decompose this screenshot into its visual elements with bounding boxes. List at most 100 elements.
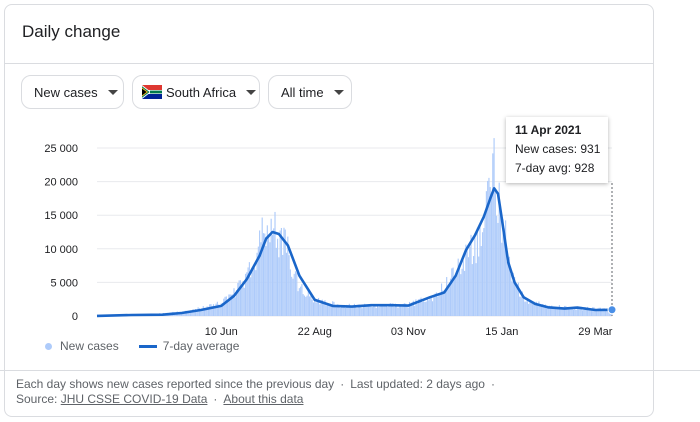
new-cases-bar	[601, 310, 603, 316]
new-cases-bar	[434, 293, 436, 316]
country-dropdown[interactable]: South Africa	[132, 75, 260, 109]
new-cases-bar	[261, 217, 263, 316]
new-cases-bar	[423, 301, 425, 316]
new-cases-bar	[415, 299, 417, 316]
new-cases-bar	[234, 297, 236, 316]
chevron-down-icon	[107, 89, 118, 95]
new-cases-bar	[232, 294, 234, 316]
new-cases-bar	[297, 291, 299, 316]
new-cases-bar	[256, 252, 258, 316]
new-cases-bar	[195, 308, 197, 316]
new-cases-bar	[387, 307, 389, 316]
new-cases-bar	[303, 295, 306, 316]
new-cases-bar	[405, 303, 407, 316]
new-cases-bar	[451, 268, 453, 316]
new-cases-bar	[260, 242, 262, 316]
new-cases-bar	[342, 305, 344, 316]
new-cases-bar	[448, 284, 450, 316]
new-cases-bar	[433, 296, 435, 316]
new-cases-bar	[553, 308, 555, 316]
new-cases-bar	[183, 312, 185, 316]
new-cases-bar	[266, 225, 268, 316]
new-cases-bar	[375, 308, 377, 316]
new-cases-bar	[595, 310, 598, 316]
x-tick-label: 10 Jun	[205, 326, 238, 338]
new-cases-bar	[496, 215, 498, 316]
new-cases-bar	[528, 303, 530, 316]
new-cases-bar	[203, 307, 206, 316]
new-cases-bar	[569, 306, 571, 316]
legend-line-swatch	[138, 344, 157, 348]
new-cases-bar	[376, 305, 379, 316]
new-cases-bar	[480, 246, 482, 316]
new-cases-bar	[301, 284, 303, 316]
new-cases-bar	[481, 232, 484, 316]
x-tick-label: 03 Nov	[391, 326, 426, 338]
legend-line-label: 7-day average	[162, 339, 240, 353]
new-cases-bar	[449, 278, 452, 316]
new-cases-bar	[319, 304, 321, 316]
y-tick-label: 25 000	[44, 143, 78, 155]
new-cases-bar	[474, 233, 476, 316]
new-cases-bar	[205, 308, 207, 316]
metric-dropdown[interactable]: New cases	[21, 75, 124, 109]
new-cases-bar	[561, 309, 563, 316]
new-cases-bar	[251, 267, 253, 316]
new-cases-bar	[393, 307, 395, 316]
metric-dropdown-label: New cases	[34, 84, 98, 100]
y-tick-label: 0	[72, 311, 78, 323]
new-cases-bar	[259, 230, 261, 316]
footer-divider	[0, 370, 700, 371]
new-cases-bar	[538, 301, 540, 316]
new-cases-bar	[408, 301, 411, 316]
new-cases-bar	[357, 304, 359, 316]
new-cases-bar	[362, 305, 364, 316]
new-cases-bar	[279, 230, 281, 316]
about-data-link[interactable]: About this data	[223, 392, 304, 406]
new-cases-bar	[296, 272, 298, 316]
new-cases-bar	[269, 242, 271, 316]
new-cases-bar	[502, 219, 504, 316]
new-cases-bar	[212, 304, 215, 316]
new-cases-bar	[230, 294, 233, 316]
chart-tooltip: 11 Apr 2021 New cases: 931 7-day avg: 92…	[506, 117, 608, 183]
new-cases-bar	[233, 288, 235, 316]
new-cases-bar	[200, 309, 202, 316]
new-cases-bar	[382, 305, 384, 316]
new-cases-bar	[288, 255, 290, 316]
period-dropdown[interactable]: All time	[268, 75, 352, 109]
new-cases-bar	[273, 228, 275, 316]
new-cases-bar	[239, 280, 241, 316]
source-link[interactable]: JHU CSSE COVID-19 Data	[60, 392, 208, 406]
new-cases-bar	[589, 308, 591, 316]
new-cases-bar	[215, 303, 217, 316]
new-cases-bar	[392, 303, 394, 316]
new-cases-bar	[483, 228, 485, 316]
card-header: Daily change	[5, 5, 653, 64]
new-cases-bar	[534, 303, 536, 316]
new-cases-bar	[243, 287, 245, 316]
new-cases-bar	[475, 263, 477, 316]
new-cases-bar	[356, 308, 358, 316]
new-cases-bar	[585, 307, 587, 316]
new-cases-bar	[494, 190, 496, 316]
new-cases-bar	[513, 277, 516, 316]
chevron-down-icon	[333, 89, 344, 95]
new-cases-bar	[337, 304, 339, 316]
new-cases-bar	[278, 257, 280, 316]
new-cases-bar	[317, 297, 320, 316]
footer-separator: ·	[490, 377, 495, 391]
new-cases-bar	[421, 302, 423, 316]
new-cases-bar	[584, 307, 586, 316]
new-cases-bar	[508, 256, 511, 316]
new-cases-bar	[533, 301, 535, 316]
new-cases-bar	[544, 304, 546, 316]
new-cases-bar	[447, 286, 449, 316]
new-cases-bar	[426, 299, 429, 316]
new-cases-bar	[287, 236, 289, 316]
new-cases-bar	[488, 177, 490, 316]
new-cases-bar	[257, 246, 259, 316]
new-cases-bar	[370, 306, 372, 316]
new-cases-bar	[588, 308, 590, 316]
new-cases-bar	[599, 307, 601, 316]
